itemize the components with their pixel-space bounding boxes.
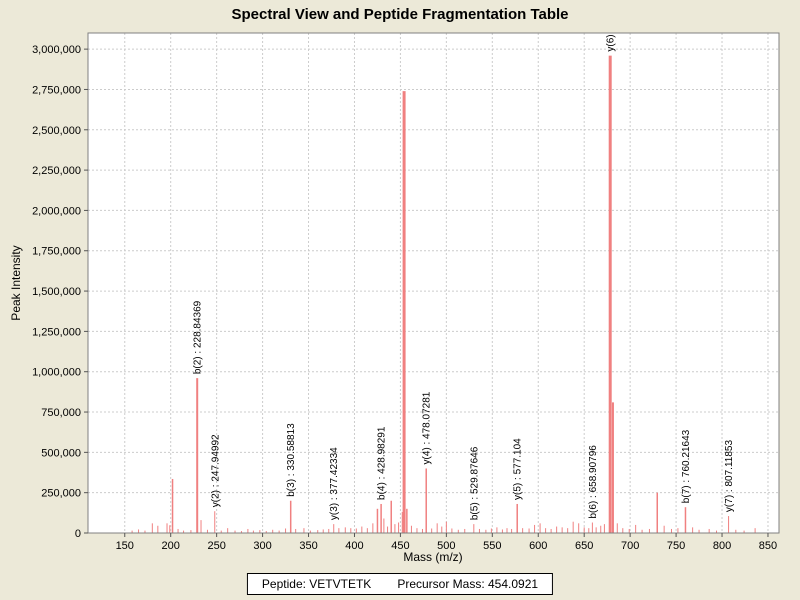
x-tick-label: 450	[391, 540, 409, 552]
y-tick-label: 3,000,000	[32, 44, 81, 56]
y-tick-label: 2,250,000	[32, 165, 81, 177]
y-tick-label: 1,000,000	[32, 367, 81, 379]
y-axis-title: Peak Intensity	[9, 245, 23, 321]
peak-label: y(4) : 478.07281	[422, 391, 433, 464]
chart-title: Spectral View and Peptide Fragmentation …	[231, 6, 569, 23]
y-tick-label: 750,000	[41, 407, 81, 419]
x-axis-title: Mass (m/z)	[403, 550, 463, 564]
y-tick-label: 2,750,000	[32, 84, 81, 96]
x-tick-label: 600	[529, 540, 547, 552]
peak-label: y(3) : 377.42334	[329, 447, 340, 520]
plot-area	[88, 33, 779, 533]
peak-label: b(3) : 330.58813	[286, 423, 297, 497]
peak-label: y(2) : 247.94992	[210, 434, 221, 507]
y-tick-label: 2,000,000	[32, 205, 81, 217]
y-tick-label: 1,750,000	[32, 246, 81, 258]
peak-label: y(7) : 807.11853	[724, 440, 735, 513]
x-tick-label: 850	[759, 540, 777, 552]
peak-label: b(6) : 658.90796	[588, 445, 599, 519]
peak-label: b(2) : 228.84369	[193, 300, 204, 374]
peak-label: b(5) : 529.87646	[469, 446, 480, 520]
y-tick-label: 500,000	[41, 447, 81, 459]
x-tick-label: 500	[437, 540, 455, 552]
x-tick-label: 200	[162, 540, 180, 552]
peak-label: b(7) : 760.21643	[681, 429, 692, 503]
peak-label: b(4) : 428.98291	[377, 426, 388, 500]
x-tick-label: 350	[299, 540, 317, 552]
peak-label: y(5) : 577.104	[513, 438, 524, 500]
peak-label: y(6) :	[606, 29, 617, 52]
x-tick-label: 150	[116, 540, 134, 552]
y-tick-label: 250,000	[41, 488, 81, 500]
x-tick-label: 250	[207, 540, 225, 552]
x-tick-label: 750	[667, 540, 685, 552]
x-tick-label: 550	[483, 540, 501, 552]
x-tick-label: 300	[253, 540, 271, 552]
peaks-group	[131, 55, 756, 533]
x-tick-label: 400	[345, 540, 363, 552]
x-tick-label: 650	[575, 540, 593, 552]
x-tick-label: 700	[621, 540, 639, 552]
status-bar: Peptide: VETVTETK Precursor Mass: 454.092…	[246, 573, 554, 595]
y-tick-label: 1,250,000	[32, 326, 81, 338]
peak-labels-group: b(2) : 228.84369 y(2) : 247.94992 b(3) : 3…	[193, 29, 735, 520]
peptide-label: Peptide: VETVTETK	[261, 577, 372, 591]
spectrum-chart: b(2) : 228.84369 y(2) : 247.94992 b(3) : 3…	[32, 29, 780, 552]
plot-border	[87, 32, 780, 534]
y-tick-label: 2,500,000	[32, 125, 81, 137]
y-tick-label: 0	[75, 528, 81, 540]
x-tick-label: 800	[713, 540, 731, 552]
precursor-mass-label: Precursor Mass: 454.0921	[397, 577, 539, 591]
y-tick-label: 1,500,000	[32, 286, 81, 298]
